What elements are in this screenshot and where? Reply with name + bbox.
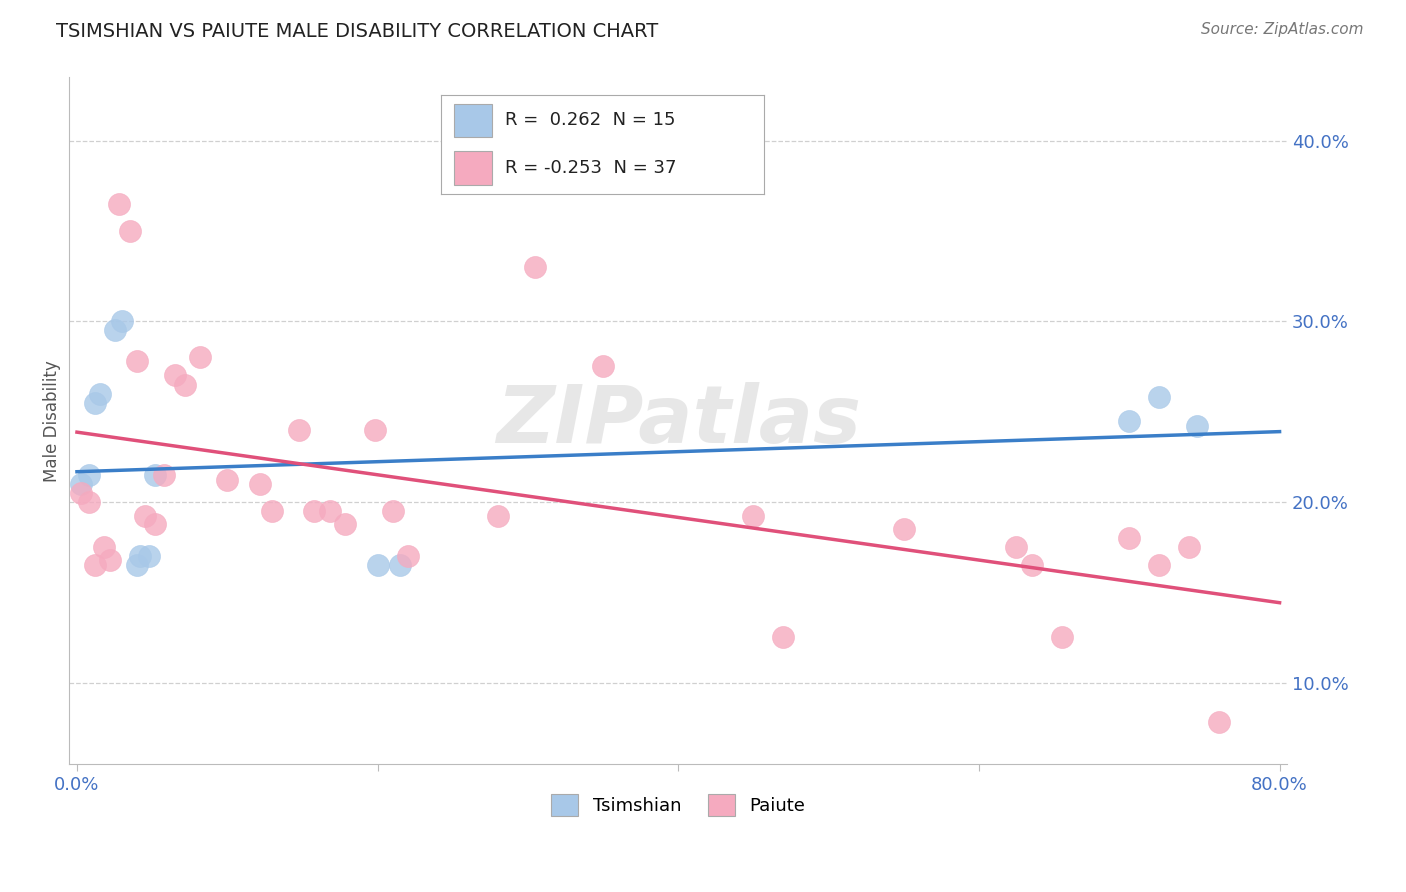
Point xyxy=(70,486,93,500)
Point xyxy=(103,323,125,337)
Point xyxy=(127,558,149,573)
Point xyxy=(143,516,166,531)
Point xyxy=(742,509,765,524)
Text: ZIPatlas: ZIPatlas xyxy=(496,382,860,459)
Point xyxy=(367,558,389,573)
Point xyxy=(389,558,412,573)
Point xyxy=(70,476,93,491)
Point xyxy=(249,476,271,491)
Point xyxy=(1149,390,1171,404)
Point xyxy=(304,504,326,518)
Point xyxy=(1149,558,1171,573)
Point xyxy=(134,509,156,524)
Point xyxy=(893,522,915,536)
Text: Source: ZipAtlas.com: Source: ZipAtlas.com xyxy=(1201,22,1364,37)
Point xyxy=(1021,558,1043,573)
Text: TSIMSHIAN VS PAIUTE MALE DISABILITY CORRELATION CHART: TSIMSHIAN VS PAIUTE MALE DISABILITY CORR… xyxy=(56,22,658,41)
Point xyxy=(1118,414,1140,428)
Point xyxy=(1118,531,1140,545)
Point xyxy=(93,540,115,554)
Point xyxy=(138,549,160,563)
Point xyxy=(262,504,284,518)
Point xyxy=(1185,419,1208,434)
Point xyxy=(84,395,107,409)
Point xyxy=(77,495,100,509)
Point xyxy=(217,473,239,487)
Point xyxy=(108,197,131,211)
Point xyxy=(84,558,107,573)
Point xyxy=(318,504,340,518)
Point xyxy=(772,631,794,645)
Point xyxy=(77,467,100,482)
Point xyxy=(188,351,211,365)
Point xyxy=(118,224,141,238)
Point xyxy=(333,516,356,531)
Point xyxy=(143,467,166,482)
Point xyxy=(163,368,186,383)
Point xyxy=(98,552,121,566)
Point xyxy=(111,314,134,328)
Point xyxy=(153,467,176,482)
Y-axis label: Male Disability: Male Disability xyxy=(44,359,60,482)
Point xyxy=(1178,540,1201,554)
Point xyxy=(592,359,614,374)
Point xyxy=(1005,540,1028,554)
Point xyxy=(1208,715,1230,730)
Point xyxy=(127,354,149,368)
Point xyxy=(174,377,197,392)
Point xyxy=(129,549,152,563)
Point xyxy=(486,509,509,524)
Point xyxy=(89,386,111,401)
Point xyxy=(396,549,419,563)
Point xyxy=(363,423,385,437)
Point xyxy=(288,423,311,437)
Point xyxy=(524,260,547,274)
Legend: Tsimshian, Paiute: Tsimshian, Paiute xyxy=(544,787,813,823)
Point xyxy=(381,504,404,518)
Point xyxy=(1050,631,1073,645)
